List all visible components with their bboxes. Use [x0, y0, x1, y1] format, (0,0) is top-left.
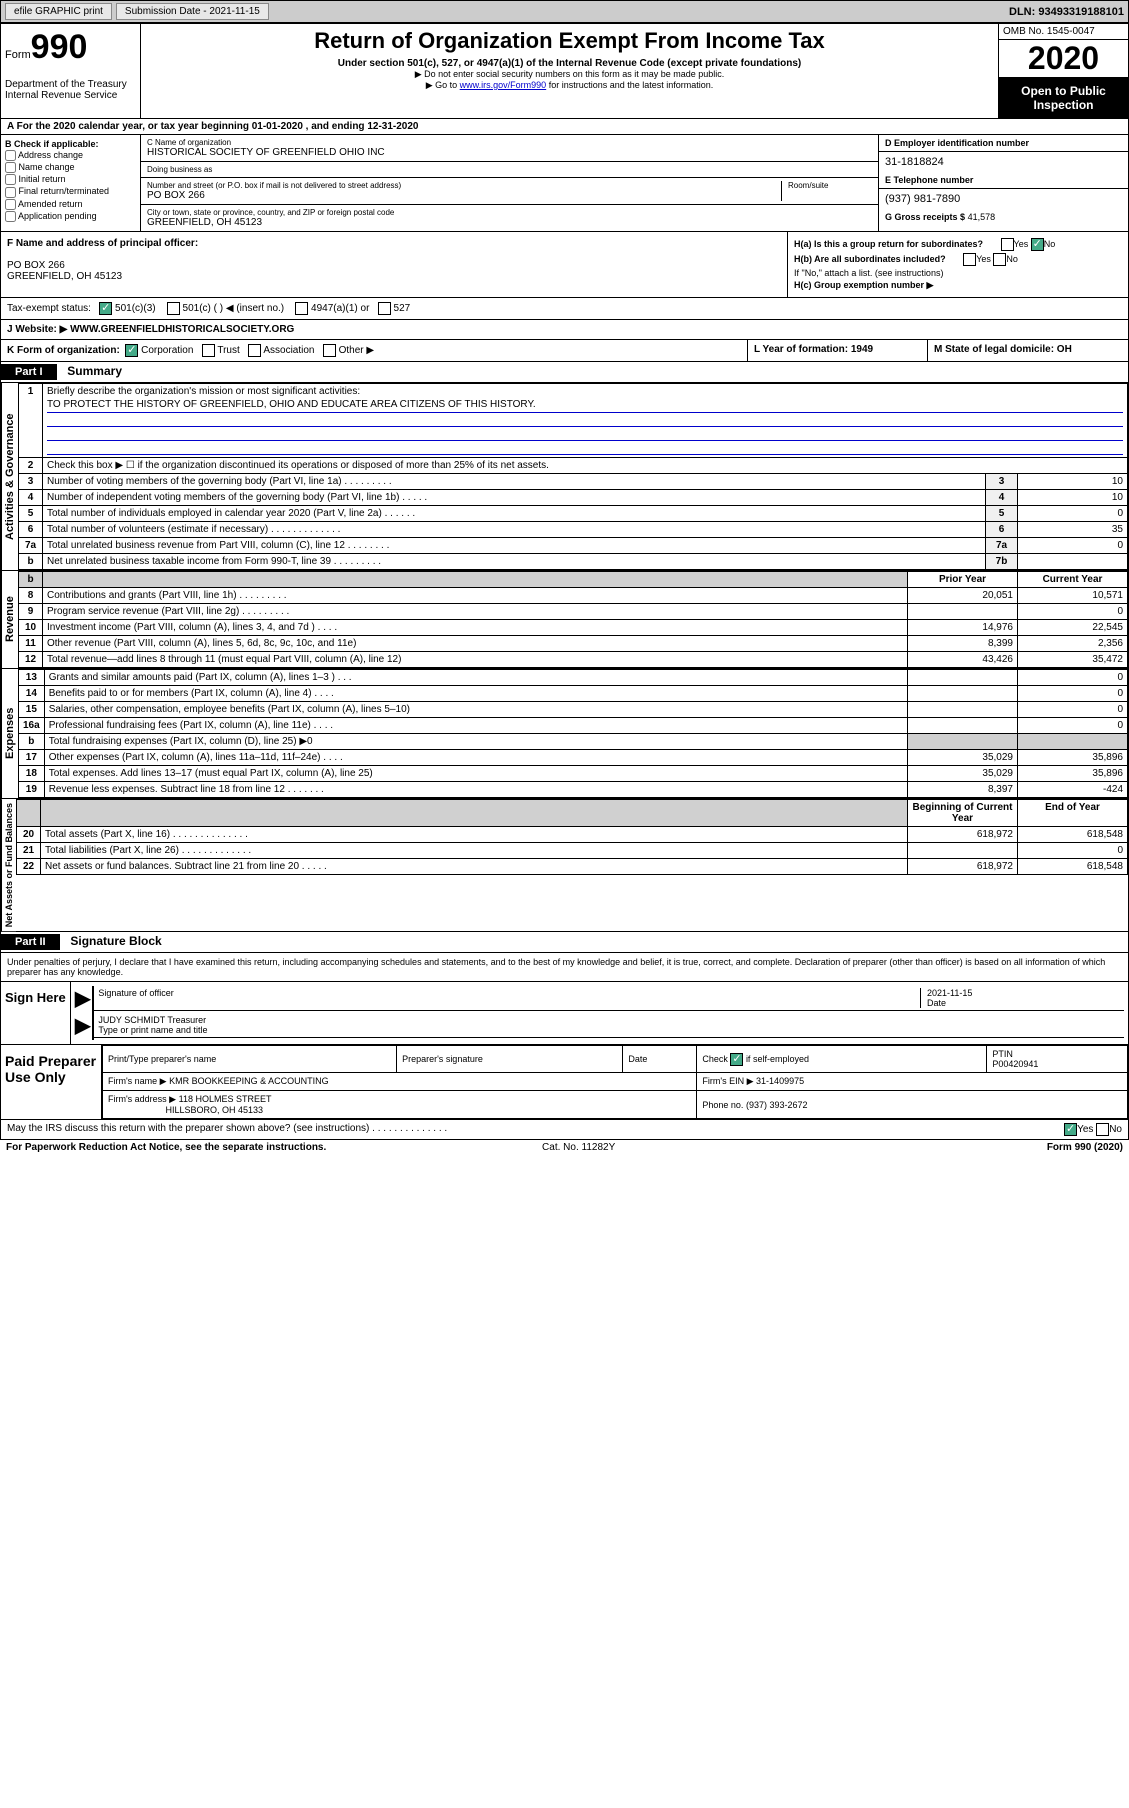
firm-addr1: 118 HOLMES STREET [179, 1094, 272, 1104]
paid-preparer-label: Paid Preparer Use Only [1, 1045, 102, 1119]
state-domicile: M State of legal domicile: OH [928, 340, 1128, 361]
side-activities: Activities & Governance [1, 383, 18, 570]
ein: 31-1818824 [879, 152, 1128, 172]
row-j-website: J Website: ▶ WWW.GREENFIELDHISTORICALSOC… [0, 320, 1129, 340]
check-ha-no[interactable]: ✓ [1031, 238, 1044, 251]
cat-no: Cat. No. 11282Y [542, 1142, 615, 1153]
section-d: D Employer identification number 31-1818… [878, 135, 1128, 231]
form-title: Return of Organization Exempt From Incom… [145, 28, 994, 54]
row-k-form-org: K Form of organization: ✓ Corporation Tr… [1, 340, 748, 361]
section-f: F Name and address of principal officer:… [1, 232, 788, 297]
org-name: HISTORICAL SOCIETY OF GREENFIELD OHIO IN… [147, 147, 872, 158]
row-a-period: A For the 2020 calendar year, or tax yea… [0, 119, 1129, 135]
check-ha-yes[interactable] [1001, 238, 1014, 251]
check-trust[interactable] [202, 344, 215, 357]
sign-here-label: Sign Here [1, 982, 71, 1044]
officer-addr2: GREENFIELD, OH 45123 [7, 271, 122, 282]
firm-addr2: HILLSBORO, OH 45133 [165, 1105, 263, 1115]
street-address: PO BOX 266 [147, 190, 775, 201]
side-net-assets: Net Assets or Fund Balances [1, 799, 16, 931]
officer-addr1: PO BOX 266 [7, 260, 65, 271]
mission-text: TO PROTECT THE HISTORY OF GREENFIELD, OH… [47, 397, 1123, 413]
irs-link[interactable]: www.irs.gov/Form990 [460, 80, 547, 90]
check-501c[interactable] [167, 302, 180, 315]
part2-header: Part II [1, 934, 60, 950]
firm-ein: 31-1409975 [756, 1076, 804, 1086]
check-4947[interactable] [295, 302, 308, 315]
part1-title: Summary [67, 364, 122, 378]
discuss-question: May the IRS discuss this return with the… [7, 1123, 447, 1136]
check-amended[interactable] [5, 199, 16, 210]
telephone: (937) 981-7890 [879, 189, 1128, 209]
firm-phone: (937) 393-2672 [746, 1100, 808, 1110]
check-527[interactable] [378, 302, 391, 315]
sig-date: 2021-11-15 [927, 988, 972, 998]
paperwork-notice: For Paperwork Reduction Act Notice, see … [6, 1142, 326, 1153]
note-link: ▶ Go to www.irs.gov/Form990 for instruct… [145, 80, 994, 91]
form-word: Form [5, 49, 31, 61]
year-formation: L Year of formation: 1949 [748, 340, 928, 361]
open-inspection: Open to Public Inspection [999, 78, 1128, 118]
check-corp[interactable]: ✓ [125, 344, 138, 357]
side-expenses: Expenses [1, 669, 18, 798]
check-name-change[interactable] [5, 162, 16, 173]
form-footer: Form 990 (2020) [1047, 1142, 1123, 1153]
dept-label: Department of the Treasury Internal Reve… [5, 79, 136, 101]
arrow-icon: ▶ [75, 1013, 94, 1040]
firm-name: KMR BOOKKEEPING & ACCOUNTING [169, 1076, 329, 1086]
check-final-return[interactable] [5, 187, 16, 198]
submission-date-button[interactable]: Submission Date - 2021-11-15 [116, 3, 269, 20]
check-501c3[interactable]: ✓ [99, 302, 112, 315]
ptin: P00420941 [992, 1059, 1038, 1069]
top-bar: efile GRAPHIC print Submission Date - 20… [0, 0, 1129, 23]
section-h: H(a) Is this a group return for subordin… [788, 232, 1128, 297]
part1-header: Part I [1, 364, 57, 380]
check-discuss-no[interactable] [1096, 1123, 1109, 1136]
form-number: 990 [31, 28, 88, 66]
check-assoc[interactable] [248, 344, 261, 357]
declaration: Under penalties of perjury, I declare th… [1, 953, 1128, 981]
efile-print-button[interactable]: efile GRAPHIC print [5, 3, 112, 20]
check-hb-no[interactable] [993, 253, 1006, 266]
part2-title: Signature Block [70, 934, 161, 948]
gross-receipts: 41,578 [968, 212, 996, 222]
check-hb-yes[interactable] [963, 253, 976, 266]
check-other[interactable] [323, 344, 336, 357]
check-discuss-yes[interactable]: ✓ [1064, 1123, 1077, 1136]
dln-label: DLN: 93493319188101 [1009, 6, 1124, 18]
omb-number: OMB No. 1545-0047 [999, 24, 1128, 40]
tax-year: 2020 [999, 40, 1128, 78]
section-c: C Name of organization HISTORICAL SOCIET… [141, 135, 878, 231]
section-b: B Check if applicable: Address change Na… [1, 135, 141, 231]
check-initial-return[interactable] [5, 174, 16, 185]
form-subtitle: Under section 501(c), 527, or 4947(a)(1)… [145, 58, 994, 69]
note-ssn: ▶ Do not enter social security numbers o… [145, 69, 994, 80]
check-app-pending[interactable] [5, 211, 16, 222]
side-revenue: Revenue [1, 571, 18, 668]
arrow-icon: ▶ [75, 986, 94, 1013]
check-address-change[interactable] [5, 150, 16, 161]
check-self-employed[interactable]: ✓ [730, 1053, 743, 1066]
officer-name: JUDY SCHMIDT Treasurer [98, 1015, 206, 1025]
form-header: Form990 Department of the Treasury Inter… [0, 23, 1129, 119]
row-tax-status: Tax-exempt status: ✓ 501(c)(3) 501(c) ( … [0, 298, 1129, 320]
city-state-zip: GREENFIELD, OH 45123 [147, 217, 872, 228]
